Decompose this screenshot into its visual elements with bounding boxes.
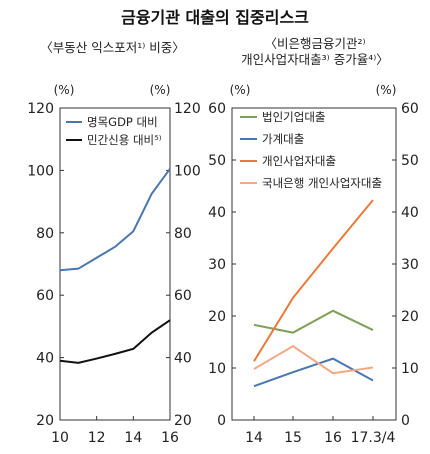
left-panel-title: 〈부동산 익스포저¹⁾ 비중〉 bbox=[40, 40, 185, 55]
right-ytick-label-right: 10 bbox=[401, 361, 419, 377]
left-legend-label-2: 민간신용 대비⁵⁾ bbox=[87, 133, 162, 147]
right-ytick-label-right: 0 bbox=[401, 413, 410, 429]
left-xtick-label: 12 bbox=[88, 430, 106, 446]
left-ytick-label-left: 20 bbox=[36, 413, 54, 429]
right-panel-title-line2: 개인사업자대출³⁾ 증가율⁴⁾〉 bbox=[241, 52, 389, 67]
right-xtick-label: 17.3/4 bbox=[351, 430, 396, 446]
left-plot-frame bbox=[59, 107, 171, 421]
right-series-line-1 bbox=[253, 309, 374, 334]
left-ytick-label-right: 60 bbox=[174, 288, 192, 304]
right-legend-label-1: 법인기업대출 bbox=[262, 110, 325, 124]
left-ytick-label-left: 60 bbox=[36, 288, 54, 304]
right-ytick-label-right: 60 bbox=[401, 101, 419, 117]
right-xtick-label: 14 bbox=[245, 430, 263, 446]
right-ytick-label-left: 10 bbox=[208, 361, 226, 377]
right-ytick-label-left: 20 bbox=[208, 309, 226, 325]
left-series-line-2 bbox=[59, 319, 171, 364]
right-series-line-4 bbox=[253, 344, 374, 375]
right-ytick-label-left: 40 bbox=[208, 205, 226, 221]
right-ytick-label-right: 30 bbox=[401, 257, 419, 273]
left-legend-label-1: 명목GDP 대비 bbox=[87, 115, 158, 129]
right-legend-label-3: 개인사업자대출 bbox=[262, 154, 336, 168]
right-ytick-label-right: 20 bbox=[401, 309, 419, 325]
right-series-line-2 bbox=[253, 357, 374, 388]
left-ytick-label-left: 40 bbox=[36, 351, 54, 367]
left-ytick-label-right: 80 bbox=[174, 226, 192, 242]
left-ytick-label-left: 120 bbox=[27, 101, 54, 117]
right-ytick-label-left: 50 bbox=[208, 153, 226, 169]
left-ytick-label-right: 100 bbox=[174, 163, 201, 179]
left-ytick-label-left: 80 bbox=[36, 226, 54, 242]
right-xtick-label: 15 bbox=[284, 430, 302, 446]
left-xtick-label: 14 bbox=[124, 430, 142, 446]
left-ytick-label-right: 120 bbox=[174, 101, 201, 117]
right-legend-label-4: 국내은행 개인사업자대출 bbox=[262, 176, 382, 190]
left-unit-right: (%) bbox=[150, 83, 171, 97]
right-unit-right: (%) bbox=[376, 83, 397, 97]
figure-title: 금융기관 대출의 집중리스크 bbox=[121, 8, 309, 27]
right-unit-left: (%) bbox=[230, 83, 251, 97]
left-ytick-label-left: 100 bbox=[27, 163, 54, 179]
left-xtick-label: 16 bbox=[161, 430, 179, 446]
right-panel-title-line1: 〈비은행금융기관²⁾ bbox=[264, 36, 366, 51]
right-series-line-3 bbox=[253, 199, 374, 362]
left-xtick-label: 10 bbox=[51, 430, 69, 446]
left-ytick-label-right: 40 bbox=[174, 351, 192, 367]
left-series-line-1 bbox=[59, 168, 171, 272]
left-unit-left: (%) bbox=[54, 83, 75, 97]
right-xtick-label: 16 bbox=[324, 430, 342, 446]
right-ytick-label-right: 40 bbox=[401, 205, 419, 221]
right-legend-label-2: 가계대출 bbox=[262, 132, 304, 146]
right-ytick-label-right: 50 bbox=[401, 153, 419, 169]
right-ytick-label-left: 60 bbox=[208, 101, 226, 117]
right-ytick-label-left: 0 bbox=[217, 413, 226, 429]
right-ytick-label-left: 30 bbox=[208, 257, 226, 273]
left-ytick-label-right: 20 bbox=[174, 413, 192, 429]
